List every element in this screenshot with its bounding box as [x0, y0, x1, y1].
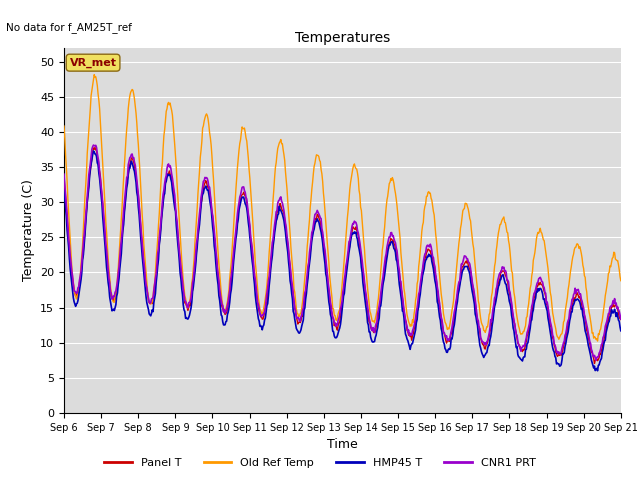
Text: No data for f_AM25T_ref: No data for f_AM25T_ref [6, 22, 132, 33]
Legend: Panel T, Old Ref Temp, HMP45 T, CNR1 PRT: Panel T, Old Ref Temp, HMP45 T, CNR1 PRT [100, 453, 540, 472]
Y-axis label: Temperature (C): Temperature (C) [22, 180, 35, 281]
X-axis label: Time: Time [327, 438, 358, 451]
Text: VR_met: VR_met [70, 58, 116, 68]
Title: Temperatures: Temperatures [295, 32, 390, 46]
